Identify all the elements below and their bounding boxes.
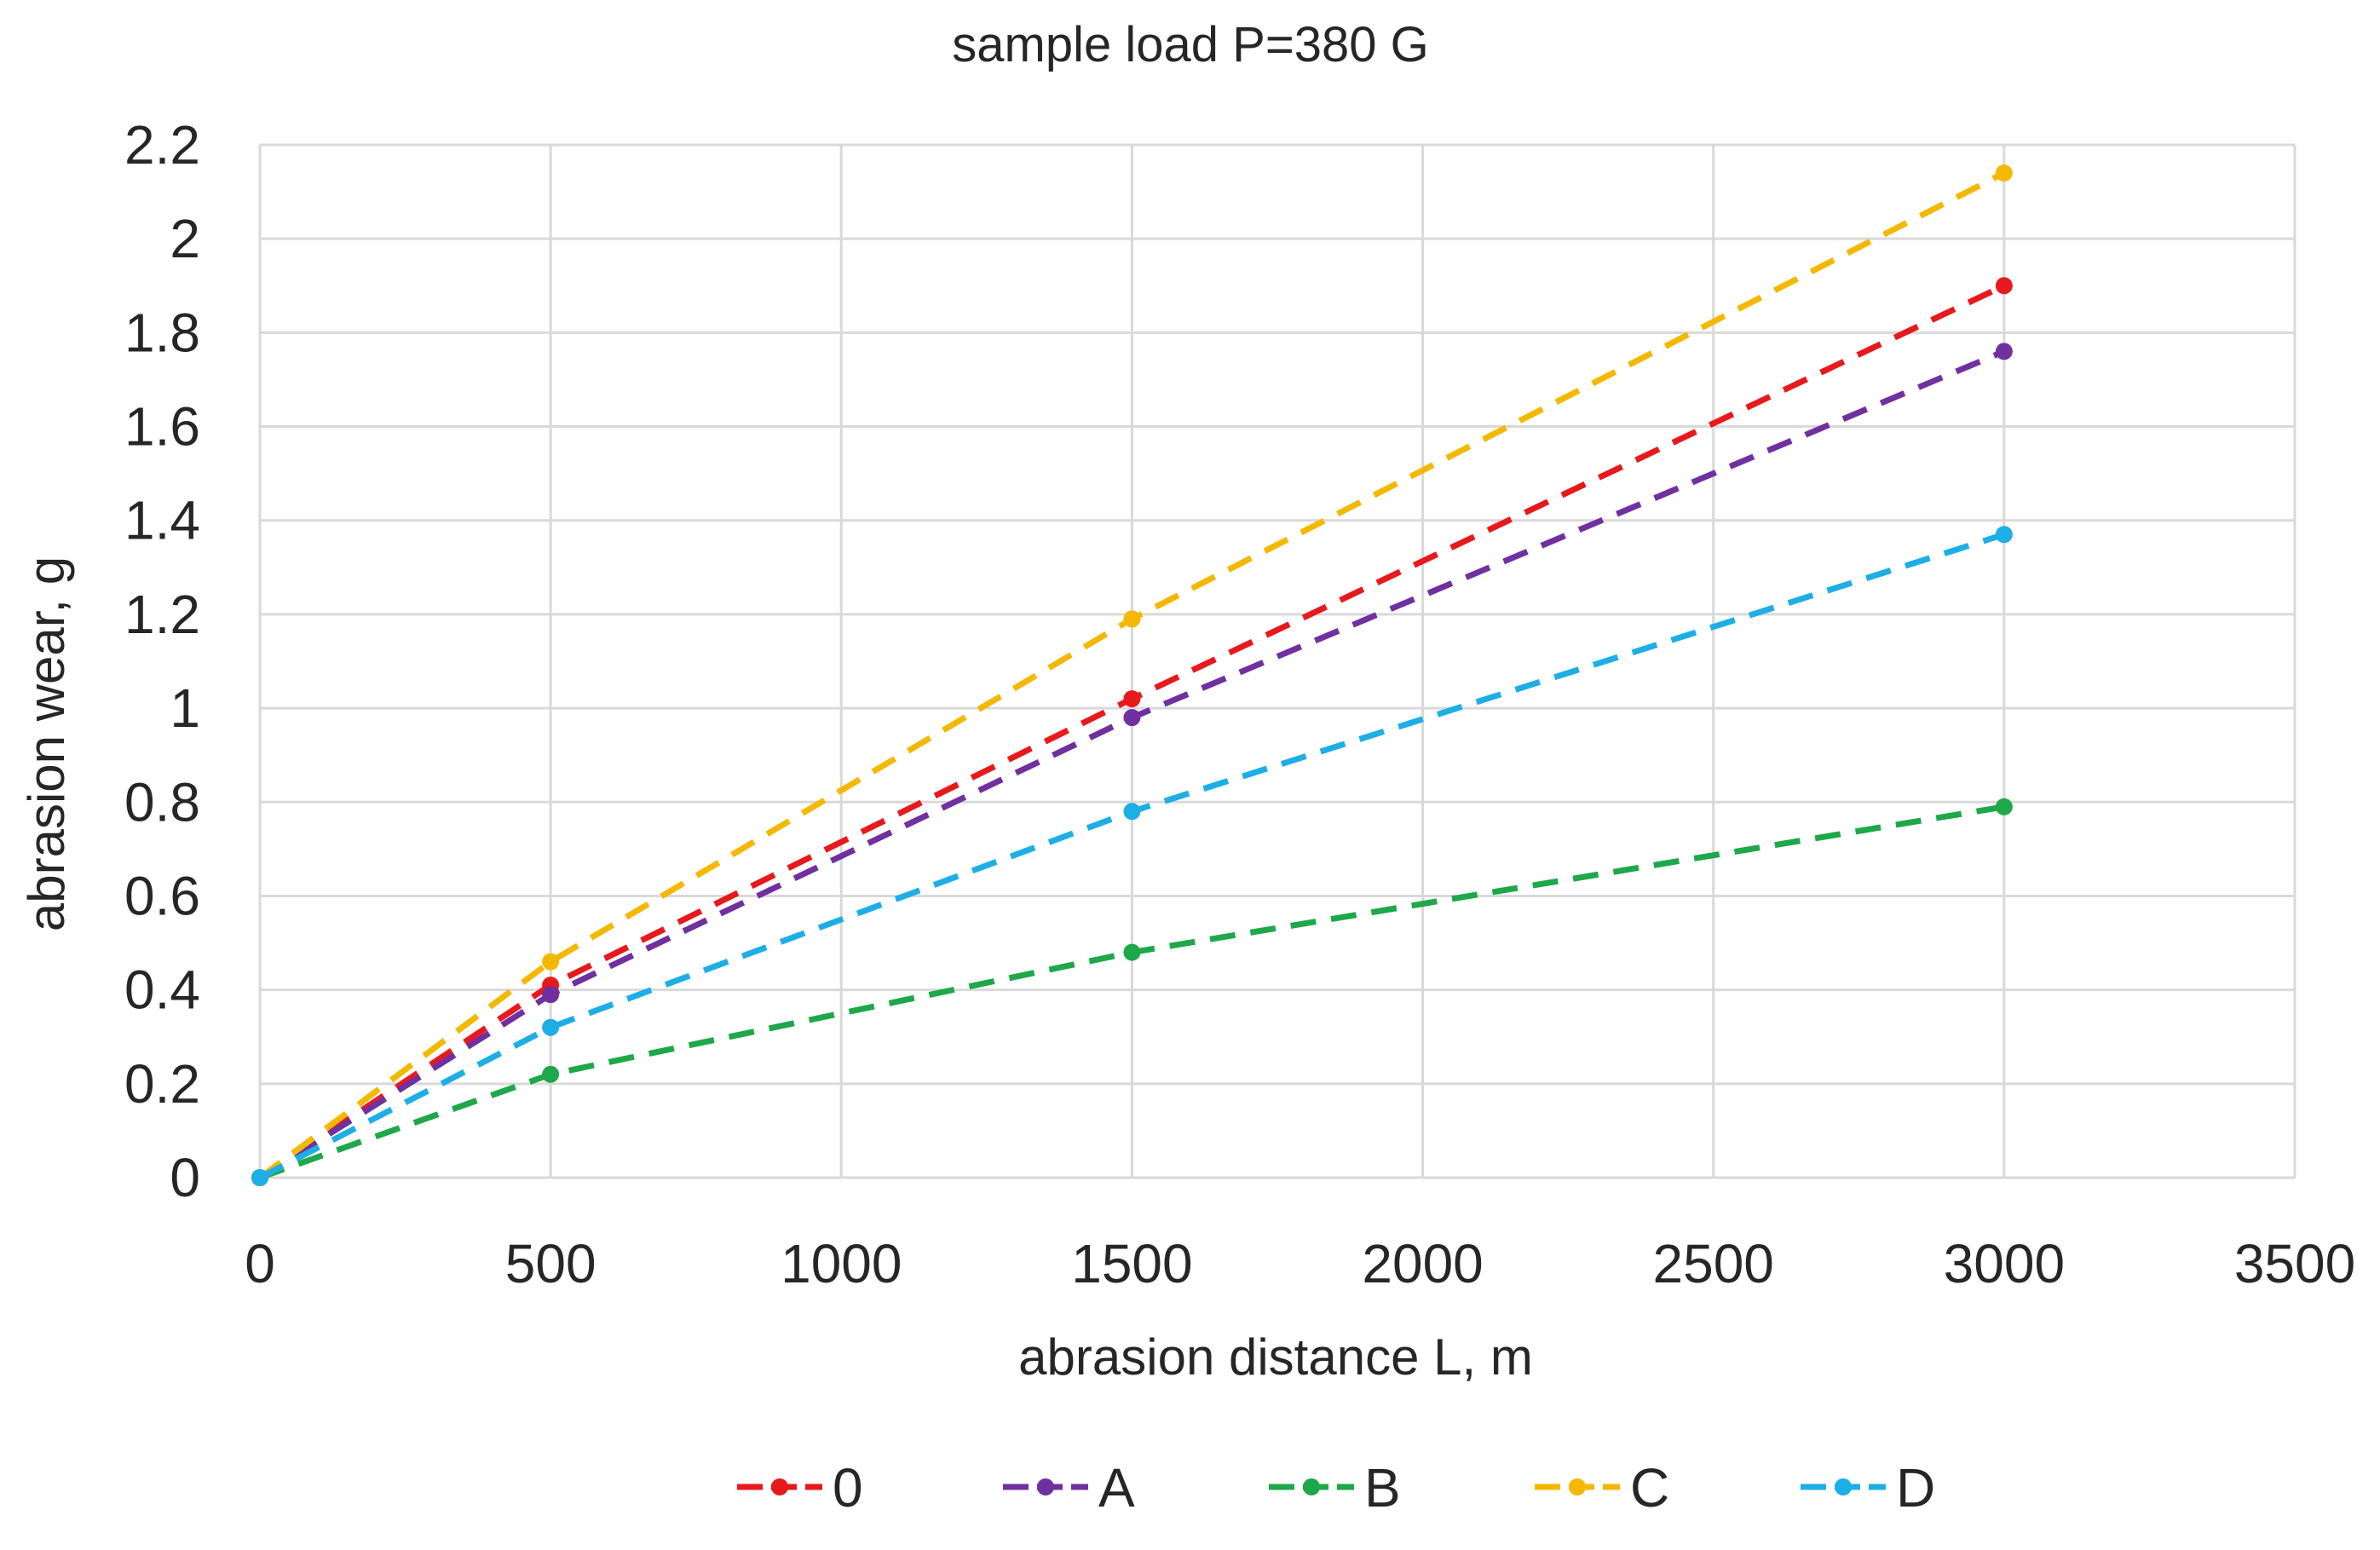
series-line-A <box>258 349 2006 1180</box>
data-point-A <box>1995 343 2013 360</box>
data-point-B <box>1123 943 1141 961</box>
x-tick-label: 3000 <box>1944 1233 2065 1294</box>
legend-swatch-marker <box>1569 1478 1586 1495</box>
y-tick-label: 1.4 <box>124 490 200 551</box>
y-tick-label: 0.8 <box>124 771 200 833</box>
data-point-B <box>1995 798 2013 815</box>
y-tick-label: 1.6 <box>124 396 200 458</box>
data-point-C <box>1995 164 2013 182</box>
y-tick-label: 2.2 <box>124 114 200 176</box>
y-tick-label: 2 <box>170 208 200 269</box>
legend-item-A: A <box>1003 1457 1135 1518</box>
legend-item-C: C <box>1535 1457 1669 1518</box>
legend-item-D: D <box>1801 1457 1935 1518</box>
y-tick-label: 0 <box>170 1147 200 1208</box>
legend-item-0: 0 <box>737 1457 863 1518</box>
y-tick-label: 0.4 <box>124 959 200 1021</box>
data-point-D <box>542 1018 560 1036</box>
data-point-B <box>542 1065 560 1083</box>
data-point-0 <box>1123 690 1141 708</box>
y-tick-label: 0.2 <box>124 1053 200 1115</box>
legend-swatch-marker <box>1303 1478 1320 1495</box>
chart-title: sample load P=380 G <box>952 17 1428 72</box>
data-point-0 <box>1995 277 2013 295</box>
legend: 0 A B C D <box>737 1457 1935 1518</box>
data-point-C <box>542 953 560 971</box>
legend-swatch-marker <box>1835 1478 1852 1495</box>
data-point-C <box>1123 610 1141 628</box>
data-point-A <box>542 986 560 1004</box>
legend-label: D <box>1896 1457 1935 1518</box>
data-point-D <box>251 1169 268 1186</box>
series-line-0 <box>258 283 2006 1180</box>
y-tick-label: 1 <box>170 677 200 739</box>
data-point-A <box>1123 709 1141 727</box>
x-tick-label: 500 <box>505 1233 596 1294</box>
legend-label: A <box>1098 1457 1135 1518</box>
data-point-D <box>1123 803 1141 821</box>
legend-label: C <box>1630 1457 1669 1518</box>
series-line-C <box>257 170 2006 1180</box>
x-tick-label: 2000 <box>1362 1233 1483 1294</box>
series-group <box>251 164 2013 1186</box>
x-tick-label: 1500 <box>1071 1233 1192 1294</box>
x-tick-label: 1000 <box>781 1233 902 1294</box>
gridlines <box>258 143 2296 1179</box>
x-tick-label: 0 <box>245 1233 275 1294</box>
legend-item-B: B <box>1269 1457 1401 1518</box>
legend-swatch-marker <box>771 1478 788 1495</box>
y-axis-ticks: 0 0.2 0.4 0.6 0.8 1 1.2 1.4 1.6 1.8 2 2.2 <box>124 114 200 1208</box>
x-axis-title: abrasion distance L, m <box>1018 1328 1533 1386</box>
y-axis-title: abrasion wear, g <box>18 556 75 931</box>
y-tick-label: 0.6 <box>124 865 200 926</box>
series-D <box>251 526 2013 1186</box>
series-line-D <box>258 531 2005 1181</box>
x-tick-label: 3500 <box>2234 1233 2355 1294</box>
legend-label: 0 <box>833 1457 863 1518</box>
legend-label: B <box>1364 1457 1401 1518</box>
y-tick-label: 1.2 <box>124 584 200 645</box>
legend-swatch-marker <box>1037 1478 1054 1495</box>
x-tick-label: 2500 <box>1653 1233 1774 1294</box>
y-tick-label: 1.8 <box>124 302 200 363</box>
data-point-D <box>1995 526 2013 544</box>
x-axis-ticks: 0 500 1000 1500 2000 2500 3000 3500 <box>245 1233 2355 1294</box>
